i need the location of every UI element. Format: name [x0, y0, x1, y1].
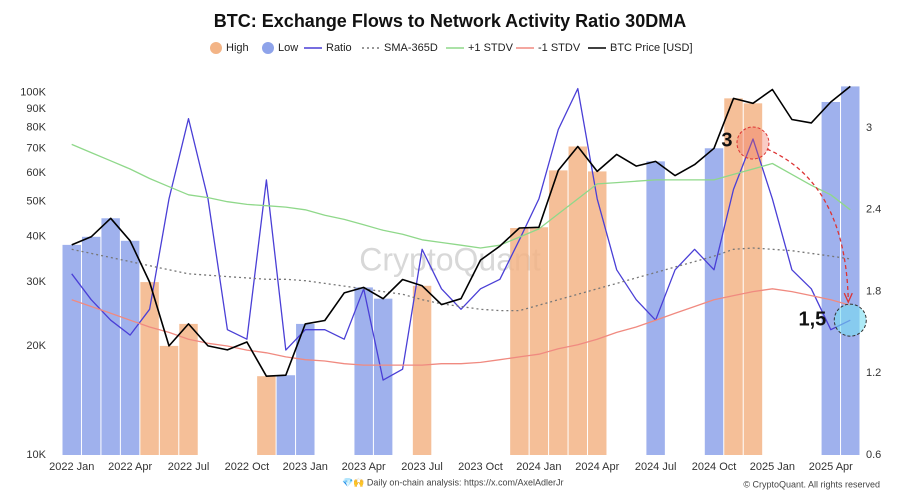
- x-tick-label: 2025 Jan: [750, 461, 795, 473]
- footer-link[interactable]: 💎🙌 Daily on-chain analysis: https://x.co…: [342, 477, 564, 487]
- bar: [568, 146, 588, 455]
- y-tick-label: 30K: [26, 276, 46, 288]
- x-tick-label: 2024 Jul: [635, 461, 677, 473]
- x-tick-label: 2023 Apr: [342, 461, 386, 473]
- bar: [529, 227, 549, 455]
- bar: [179, 323, 198, 455]
- bar: [296, 323, 315, 455]
- y2-tick-label: 3: [866, 122, 872, 134]
- y2-tick-label: 0.6: [866, 449, 881, 461]
- legend-marker: [262, 42, 274, 54]
- x-tick-label: 2022 Oct: [225, 461, 270, 473]
- arrow-head: [843, 292, 853, 304]
- y2-tick-label: 1.2: [866, 367, 881, 379]
- bar: [62, 244, 81, 455]
- legend-label: SMA-365D: [384, 42, 438, 54]
- y2-tick-label: 2.4: [866, 204, 881, 216]
- legend-label: Low: [278, 42, 298, 54]
- y-tick-label: 10K: [26, 449, 46, 461]
- x-tick-label: 2022 Jan: [49, 461, 94, 473]
- x-tick-label: 2024 Oct: [692, 461, 737, 473]
- y-tick-label: 50K: [26, 196, 46, 208]
- series-line: [71, 143, 851, 249]
- bar: [159, 345, 179, 455]
- legend-label: High: [226, 42, 249, 54]
- bar: [354, 287, 373, 455]
- bar: [704, 148, 724, 456]
- series-line: [71, 85, 851, 377]
- annotation: 3: [721, 129, 732, 151]
- bar: [373, 298, 393, 455]
- bar: [821, 101, 841, 455]
- chart-title: BTC: Exchange Flows to Network Activity …: [214, 11, 686, 31]
- bar: [743, 103, 763, 455]
- y-tick-label: 40K: [26, 231, 46, 243]
- bar: [724, 98, 743, 455]
- series-line: [71, 87, 851, 381]
- legend-label: +1 STDV: [468, 42, 514, 54]
- bar: [81, 236, 101, 455]
- series-line: [71, 288, 851, 366]
- x-tick-label: 2024 Jan: [516, 461, 561, 473]
- bar: [646, 161, 665, 455]
- series-line: [71, 247, 851, 312]
- y-tick-label: 70K: [26, 143, 46, 155]
- y-tick-label: 100K: [20, 86, 46, 98]
- x-tick-label: 2023 Oct: [458, 461, 503, 473]
- x-tick-label: 2022 Jul: [168, 461, 210, 473]
- x-tick-label: 2024 Apr: [575, 461, 619, 473]
- bar: [841, 86, 860, 455]
- annotation: 1,5: [798, 308, 826, 330]
- legend-label: -1 STDV: [538, 42, 581, 54]
- bar: [588, 171, 607, 456]
- y2-tick-label: 1.8: [866, 285, 881, 297]
- bar: [276, 375, 296, 455]
- bar: [120, 240, 140, 455]
- y-tick-label: 60K: [26, 167, 46, 179]
- bar: [101, 218, 120, 455]
- annotation-arrow: [766, 148, 849, 301]
- y-tick-label: 90K: [26, 103, 46, 115]
- bar: [412, 285, 432, 455]
- bar: [510, 228, 529, 455]
- highlight-circle: [736, 126, 770, 160]
- x-tick-label: 2023 Jan: [283, 461, 328, 473]
- y-tick-label: 80K: [26, 122, 46, 134]
- footer-copyright: © CryptoQuant. All rights reserved: [743, 479, 880, 489]
- bar: [549, 170, 568, 455]
- x-tick-label: 2022 Apr: [108, 461, 152, 473]
- y-tick-label: 20K: [26, 340, 46, 352]
- x-tick-label: 2023 Jul: [401, 461, 443, 473]
- highlight-circle: [833, 303, 867, 337]
- x-tick-label: 2025 Apr: [809, 461, 853, 473]
- legend-marker: [210, 42, 222, 54]
- legend-label: Ratio: [326, 42, 352, 54]
- bar: [257, 376, 276, 455]
- legend-label: BTC Price [USD]: [610, 42, 693, 54]
